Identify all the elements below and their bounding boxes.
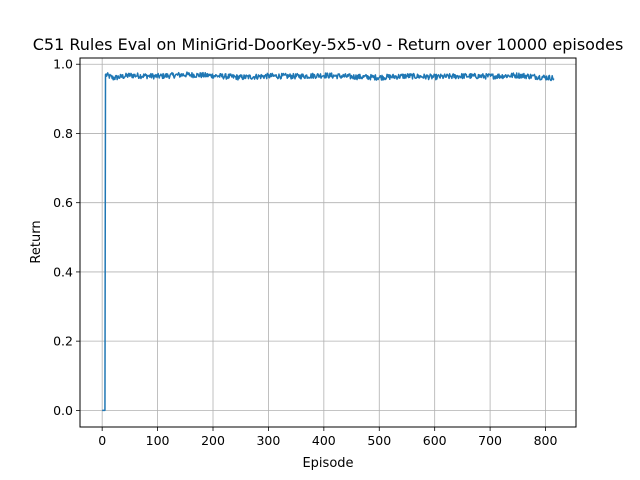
x-tick-label: 800 xyxy=(534,433,558,448)
x-tick-label: 300 xyxy=(256,433,280,448)
x-tick-label: 600 xyxy=(423,433,447,448)
x-axis-label: Episode xyxy=(302,456,353,471)
return-series-line xyxy=(101,71,555,412)
y-tick-label: 0.2 xyxy=(53,334,73,349)
x-tick-label: 0 xyxy=(98,433,106,448)
chart-title: C51 Rules Eval on MiniGrid-DoorKey-5x5-v… xyxy=(33,35,624,54)
plot-area xyxy=(101,71,555,412)
y-axis-label: Return xyxy=(29,220,44,263)
x-tick-label: 100 xyxy=(146,433,170,448)
x-tick-label: 200 xyxy=(201,433,225,448)
y-tick-label: 1.0 xyxy=(53,57,73,72)
y-tick-label: 0.0 xyxy=(53,403,73,418)
x-tick-label: 500 xyxy=(367,433,391,448)
axes-frame xyxy=(79,57,577,428)
y-tick-label: 0.4 xyxy=(53,264,73,279)
x-tick-label: 700 xyxy=(478,433,502,448)
x-axis: 0 100 200 300 400 500 600 700 800 xyxy=(98,427,557,448)
y-axis: 0.0 0.2 0.4 0.6 0.8 1.0 xyxy=(53,57,80,418)
grid xyxy=(80,58,576,427)
y-tick-label: 0.6 xyxy=(53,195,73,210)
x-tick-label: 400 xyxy=(312,433,336,448)
y-tick-label: 0.8 xyxy=(53,126,73,141)
